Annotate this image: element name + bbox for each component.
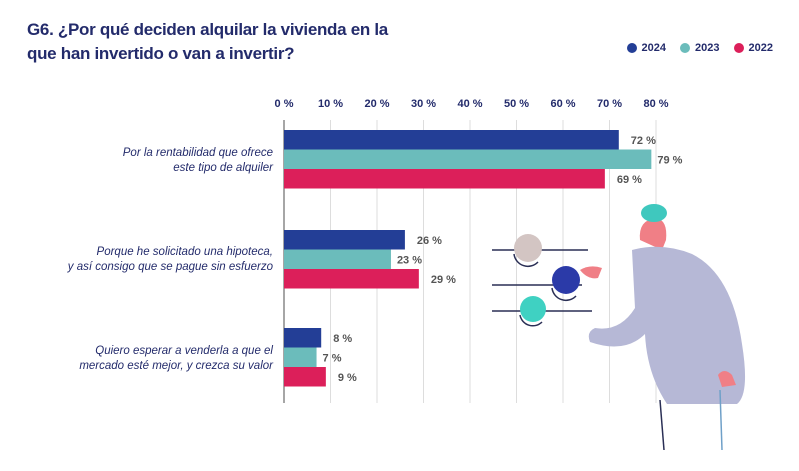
bar-2023 [284, 149, 652, 169]
bar-2023 [284, 347, 317, 367]
bar-2024 [284, 130, 619, 150]
data-label: 8 % [333, 333, 352, 345]
legend-item-2022: 2022 [733, 42, 773, 54]
x-tick-label: 40 % [457, 98, 482, 110]
legend-dot-icon [626, 43, 637, 53]
illustration-person-sliders [492, 204, 746, 451]
data-label: 29 % [431, 274, 456, 286]
legend-label: 2022 [748, 42, 773, 54]
data-label: 7 % [323, 353, 342, 365]
bars [284, 130, 652, 387]
bar-2023 [284, 249, 391, 269]
chart-title: G6. ¿Por qué deciden alquilar la viviend… [27, 20, 388, 63]
legend-label: 2023 [695, 42, 720, 54]
x-tick-label: 60 % [550, 98, 575, 110]
x-tick-label: 10 % [318, 98, 343, 110]
legend-dot-icon [680, 43, 691, 53]
x-tick-label: 50 % [504, 98, 529, 110]
category-label: Porque he solicitado una hipoteca, y así … [67, 246, 273, 273]
data-label: 23 % [397, 255, 422, 267]
data-label: 26 % [417, 235, 442, 247]
data-label: 79 % [657, 155, 682, 167]
x-tick-label: 70 % [597, 98, 622, 110]
legend-item-2024: 2024 [626, 42, 667, 54]
bar-2022 [284, 367, 326, 387]
bar-2022 [284, 169, 605, 189]
x-tick-label: 20 % [364, 98, 389, 110]
legend-label: 2024 [641, 42, 667, 54]
data-label: 69 % [617, 174, 642, 186]
legend-dot-icon [733, 43, 744, 53]
bar-2022 [284, 269, 419, 289]
x-tick-label: 80 % [643, 98, 668, 110]
category-label: Quiero esperar a venderla a que el mercad… [79, 345, 273, 372]
legend: 2024 2023 2022 [626, 42, 773, 54]
x-tick-label: 0 % [275, 98, 294, 110]
data-label: 9 % [338, 372, 357, 384]
x-tick-label: 30 % [411, 98, 436, 110]
bar-2024 [284, 328, 322, 348]
category-label: Por la rentabilidad que ofrece este tipo … [122, 147, 273, 174]
data-label: 72 % [631, 135, 656, 147]
legend-item-2023: 2023 [680, 42, 720, 54]
bar-2024 [284, 230, 405, 250]
